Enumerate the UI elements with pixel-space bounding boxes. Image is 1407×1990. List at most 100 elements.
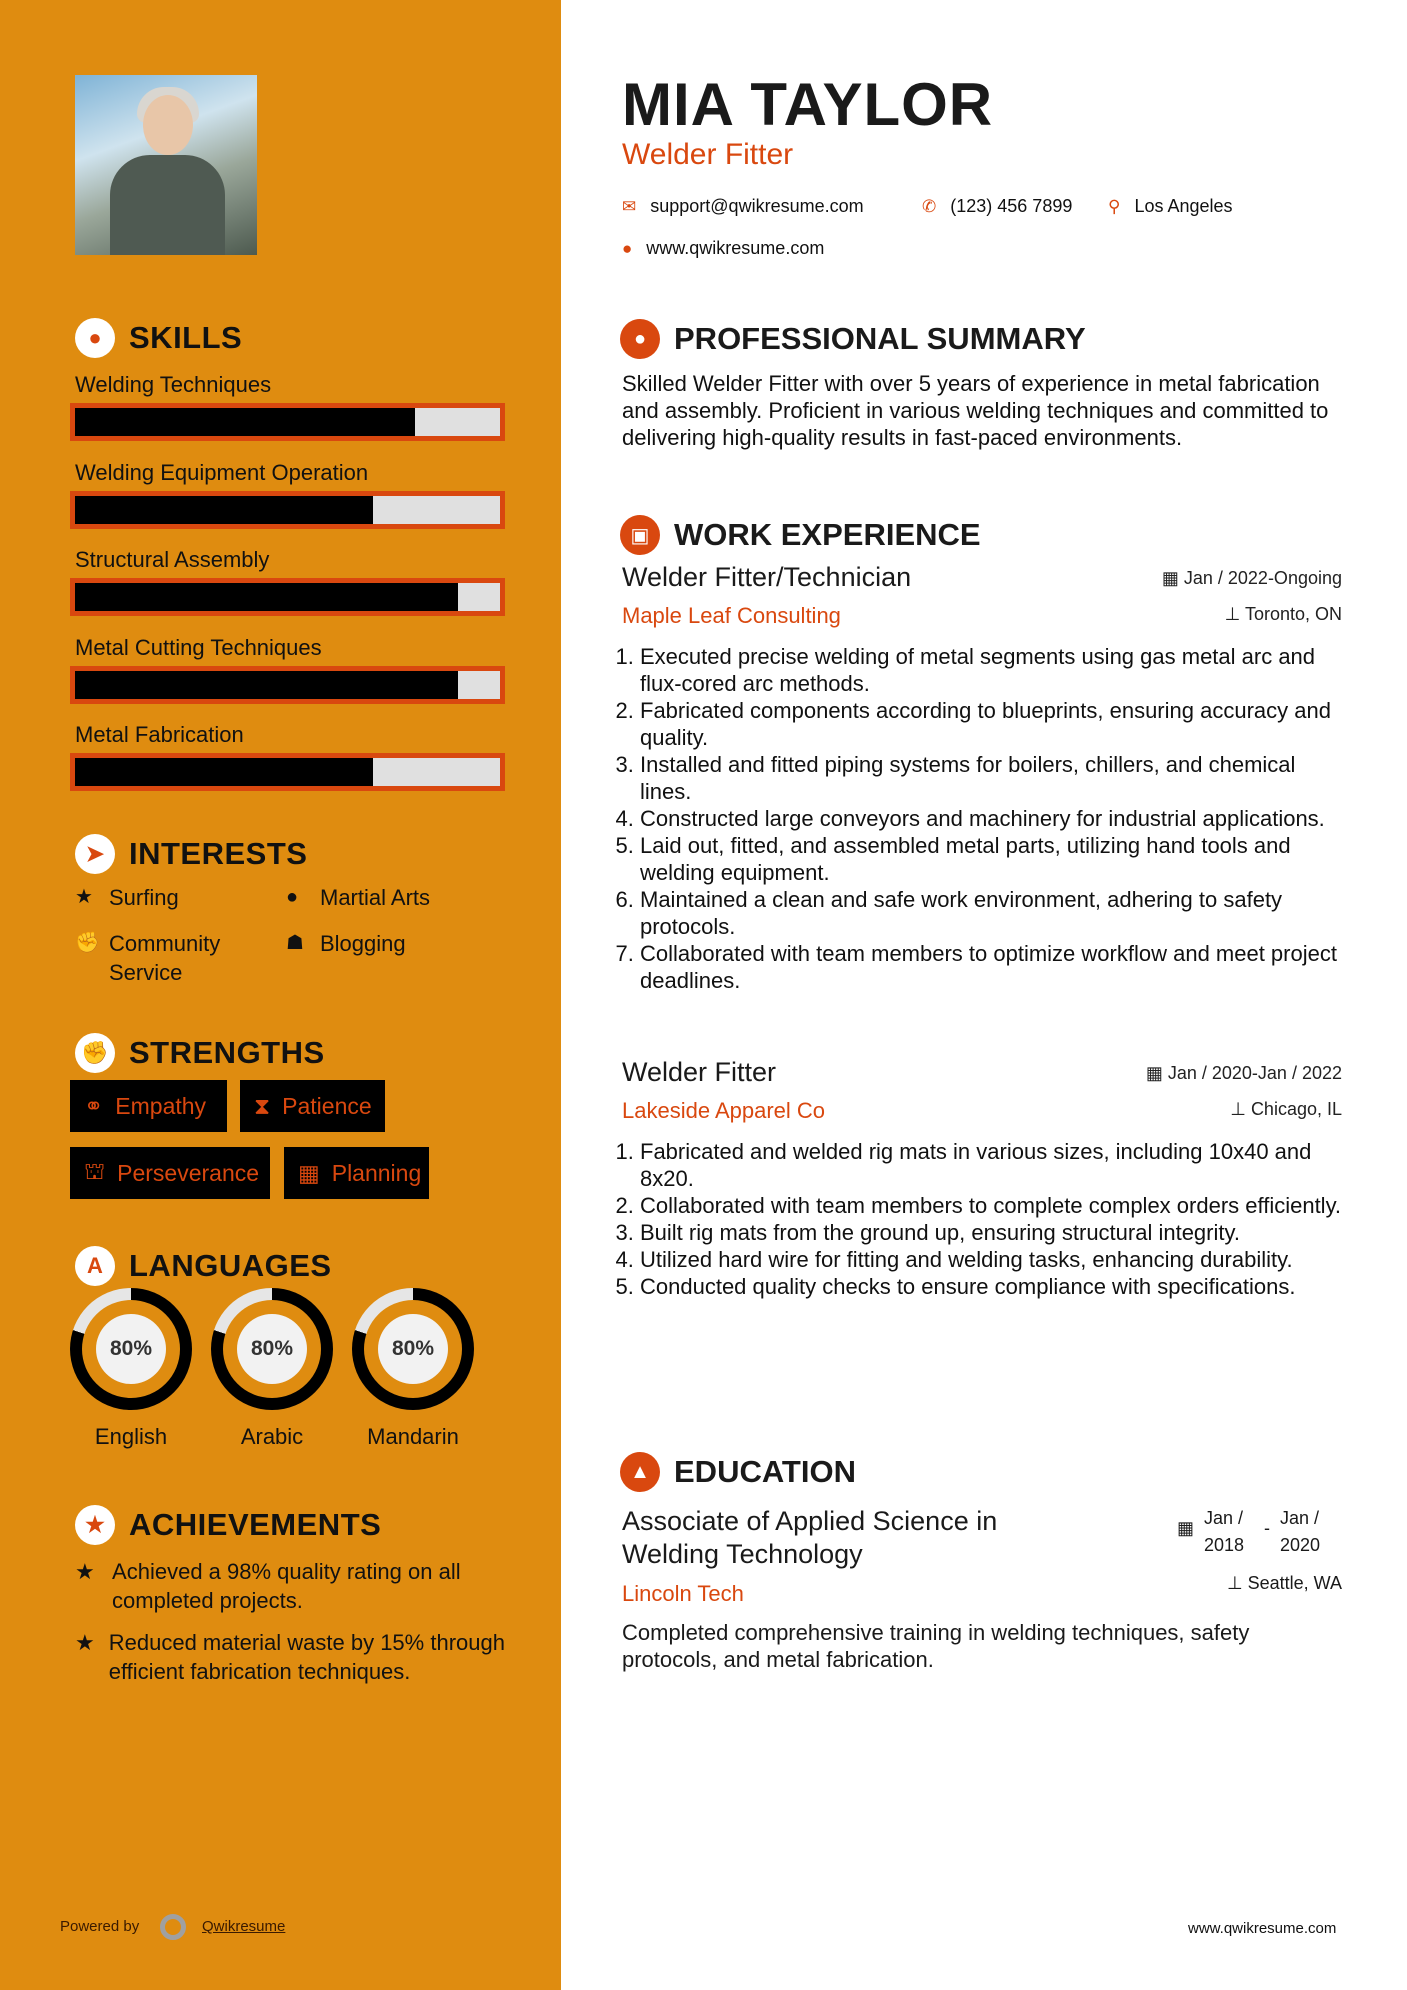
candidate-name: MIA TAYLOR bbox=[622, 71, 994, 138]
skills-heading: ● SKILLS bbox=[75, 318, 242, 358]
fist-icon: ✊ bbox=[75, 1033, 115, 1073]
lightbulb-icon: ● bbox=[75, 318, 115, 358]
users-icon: ☗ bbox=[286, 932, 304, 954]
globe-icon: ● bbox=[286, 886, 299, 908]
skill-label: Welding Techniques bbox=[75, 372, 272, 397]
interest-item: ✊ Community Service bbox=[75, 929, 265, 987]
achievement-text: Reduced material waste by 15% through ef… bbox=[108, 1630, 505, 1684]
summary-heading: ● PROFESSIONAL SUMMARY bbox=[620, 319, 1086, 359]
degree: Associate of Applied Science in Welding … bbox=[622, 1506, 998, 1569]
interest-label: Surfing bbox=[109, 885, 179, 910]
profile-photo bbox=[75, 75, 257, 255]
interests-title: INTERESTS bbox=[129, 836, 308, 871]
qwikresume-link[interactable]: Qwikresume bbox=[202, 1918, 286, 1935]
skill-bar-fill bbox=[75, 408, 415, 436]
language-name: Mandarin bbox=[367, 1424, 459, 1449]
experience-heading: ▣ WORK EXPERIENCE bbox=[620, 515, 981, 555]
skill-bar-fill bbox=[75, 670, 458, 699]
website-link[interactable]: www.qwikresume.com bbox=[646, 238, 825, 258]
language-percent: 80% bbox=[237, 1314, 307, 1384]
email-link[interactable]: support@qwikresume.com bbox=[650, 196, 864, 216]
job-bullet: Installed and fitted piping systems for … bbox=[640, 751, 1342, 805]
interest-label: Community Service bbox=[109, 931, 221, 985]
job-entry: Welder Fitter ▦ Jan / 2020-Jan / 2022 La… bbox=[622, 1057, 1342, 1300]
education-dates: ▦ Jan / 2018 - Jan / 2020 bbox=[1177, 1505, 1330, 1559]
location-text: Chicago, IL bbox=[1250, 1099, 1342, 1119]
interest-item: ● Martial Arts bbox=[286, 883, 486, 912]
job-bullet: Executed precise welding of metal segmen… bbox=[640, 643, 1342, 697]
calendar-icon: ▦ bbox=[1177, 1518, 1195, 1538]
job-entry: Welder Fitter/Technician ▦ Jan / 2022-On… bbox=[622, 562, 1342, 994]
strength-tag: ⧗ Patience bbox=[240, 1080, 385, 1132]
experience-title: WORK EXPERIENCE bbox=[674, 517, 981, 552]
job-bullet: Conducted quality checks to ensure compl… bbox=[640, 1273, 1342, 1300]
education-entry: Associate of Applied Science in Welding … bbox=[622, 1505, 1342, 1673]
skill-label: Welding Equipment Operation bbox=[75, 459, 369, 485]
strength-label: Planning bbox=[331, 1159, 422, 1186]
main-content bbox=[561, 0, 1407, 1990]
strength-label: Patience bbox=[282, 1092, 372, 1119]
interest-label: Martial Arts bbox=[320, 885, 431, 910]
job-title: Welder Fitter/Technician bbox=[622, 562, 912, 592]
job-location: ⊥ Toronto, ON bbox=[1225, 604, 1342, 625]
language-progress-ring: 80% bbox=[352, 1288, 474, 1410]
language-progress-ring: 80% bbox=[211, 1288, 333, 1410]
skill-bar-fill bbox=[75, 758, 373, 786]
calendar-icon: ▦ bbox=[1161, 568, 1184, 588]
qwikresume-logo-icon bbox=[160, 1914, 186, 1940]
fist-icon: ✊ bbox=[75, 932, 100, 954]
strengths-title: STRENGTHS bbox=[129, 1035, 325, 1070]
strength-tag: ⛫ Perseverance bbox=[70, 1147, 270, 1199]
language-percent: 80% bbox=[378, 1314, 448, 1384]
job-dates: ▦ Jan / 2022-Ongoing bbox=[1162, 568, 1342, 589]
skills-title: SKILLS bbox=[129, 320, 243, 355]
phone-icon: ✆ bbox=[922, 196, 937, 216]
strength-tag: ⚭ Empathy bbox=[70, 1080, 227, 1132]
interest-item: ☗ Blogging bbox=[286, 929, 486, 958]
skill-bar bbox=[70, 665, 505, 704]
translate-icon: A bbox=[75, 1246, 115, 1286]
education-location: ⊥ Seattle, WA bbox=[1227, 1573, 1342, 1594]
calendar-icon: ▦ bbox=[1145, 1063, 1168, 1083]
dates-text: Jan / 2022-Ongoing bbox=[1183, 568, 1342, 588]
skill-bar bbox=[70, 403, 505, 441]
strength-tag: ▦ Planning bbox=[284, 1147, 429, 1199]
interest-item: ★ Surfing bbox=[75, 883, 265, 912]
education-text: Completed comprehensive training in weld… bbox=[622, 1620, 1250, 1672]
skill-bar bbox=[70, 490, 505, 529]
end-date: Jan / 2020 bbox=[1280, 1508, 1321, 1555]
calendar-icon: ▦ bbox=[298, 1159, 320, 1186]
summary-text: Skilled Welder Fitter with over 5 years … bbox=[622, 371, 1329, 450]
job-title: Welder Fitter bbox=[622, 138, 794, 171]
chair-icon: ▣ bbox=[620, 515, 660, 555]
footer-website[interactable]: www.qwikresume.com bbox=[1188, 1920, 1337, 1937]
skill-bar bbox=[70, 578, 505, 616]
pin-icon: ⊥ bbox=[1230, 1099, 1251, 1119]
phone-text: (123) 456 7899 bbox=[950, 196, 1073, 216]
job-bullet: Fabricated and welded rig mats in variou… bbox=[640, 1138, 1342, 1192]
skill-label: Metal Cutting Techniques bbox=[75, 634, 322, 660]
job-bullet: Fabricated components according to bluep… bbox=[640, 697, 1342, 751]
location-text: Toronto, ON bbox=[1244, 604, 1342, 624]
achievement-item: ★ Achieved a 98% quality rating on all co… bbox=[75, 1557, 505, 1615]
pin-icon: ⊥ bbox=[1224, 604, 1245, 624]
achievement-item: ★ Reduced material waste by 15% through e… bbox=[75, 1628, 505, 1686]
handshake-icon: ⚭ bbox=[84, 1092, 104, 1119]
languages-title: LANGUAGES bbox=[129, 1248, 332, 1283]
job-dates: ▦ Jan / 2020-Jan / 2022 bbox=[1146, 1063, 1342, 1084]
strengths-heading: ✊ STRENGTHS bbox=[75, 1033, 325, 1073]
company: Maple Leaf Consulting bbox=[622, 603, 841, 628]
strength-label: Empathy bbox=[115, 1092, 207, 1119]
job-bullets: Fabricated and welded rig mats in variou… bbox=[622, 1138, 1342, 1300]
star-badge-icon: ★ bbox=[75, 1505, 115, 1545]
start-date: Jan / 2018 bbox=[1204, 1508, 1245, 1555]
stars-icon: ★ bbox=[75, 1559, 95, 1584]
job-bullet: Maintained a clean and safe work environ… bbox=[640, 886, 1342, 940]
skill-bar bbox=[70, 753, 505, 791]
school: Lincoln Tech bbox=[622, 1581, 744, 1606]
achievements-title: ACHIEVEMENTS bbox=[129, 1507, 382, 1542]
location-text: Los Angeles bbox=[1134, 196, 1233, 216]
dates-text: Jan / 2020-Jan / 2022 bbox=[1167, 1063, 1342, 1083]
contact-email: ✉ support@qwikresume.com bbox=[622, 196, 864, 217]
job-bullet: Collaborated with team members to comple… bbox=[640, 1192, 1342, 1219]
